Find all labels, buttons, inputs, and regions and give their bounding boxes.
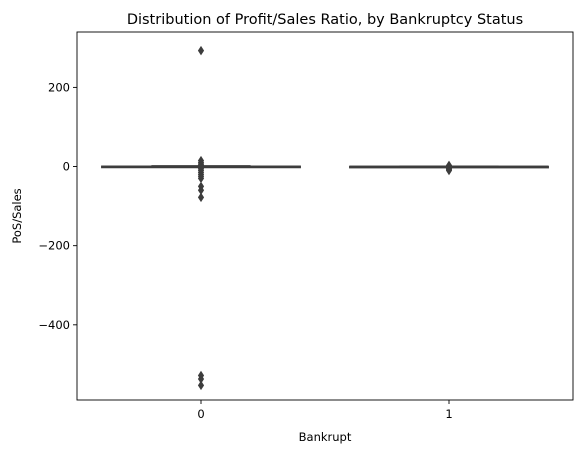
x-tick-label: 0: [197, 407, 204, 421]
y-axis-label: PoS/Sales: [10, 188, 24, 243]
chart-title: Distribution of Profit/Sales Ratio, by B…: [127, 12, 523, 28]
plot-area: [101, 45, 549, 391]
x-axis-label: Bankrupt: [299, 430, 352, 444]
box-group-0: [101, 45, 301, 391]
outlier-point: [197, 380, 205, 391]
y-tick-label: 0: [63, 160, 70, 174]
outlier-point: [197, 192, 205, 203]
y-tick-label: −400: [38, 318, 70, 332]
y-tick-label: −200: [38, 239, 70, 253]
y-axis: 200 0 −200 −400: [38, 80, 77, 332]
outlier-point: [445, 165, 453, 176]
y-tick-label: 200: [48, 80, 70, 94]
x-tick-label: 1: [445, 407, 452, 421]
box-group-1: [349, 160, 549, 176]
axes-frame: [76, 31, 574, 401]
outlier-point: [197, 45, 205, 56]
